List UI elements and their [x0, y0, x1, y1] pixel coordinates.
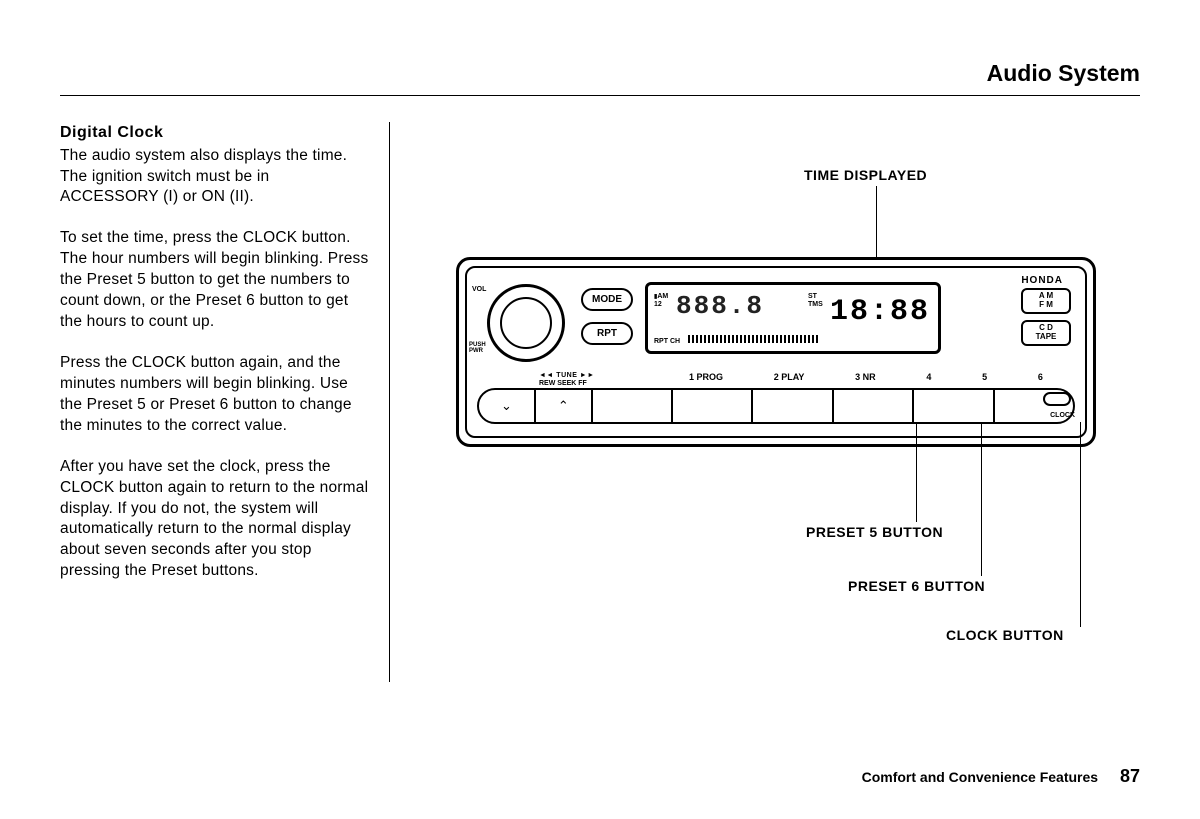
- brand-label: HONDA: [1021, 275, 1063, 286]
- callout-clock: CLOCK BUTTON: [946, 627, 1064, 643]
- callout-line: [981, 422, 982, 576]
- cd-tape-button[interactable]: C D TAPE: [1021, 320, 1071, 346]
- section-heading: Digital Clock: [60, 122, 371, 144]
- rpt-button[interactable]: RPT: [581, 322, 633, 345]
- preset-number-labels: 1 PROG 2 PLAY 3 NR 4 5 6: [689, 372, 1043, 382]
- preset-lbl-1: 1 PROG: [689, 372, 723, 382]
- diagram-column: TIME DISPLAYED VOL PUSH PWR MODE RPT ▮AM…: [416, 122, 1140, 682]
- lcd-frequency: 888.8: [676, 291, 764, 321]
- tune-up-button[interactable]: ⌃: [536, 390, 593, 422]
- paragraph-2: To set the time, press the CLOCK button.…: [60, 228, 371, 333]
- clock-button[interactable]: [1043, 392, 1071, 406]
- preset-lbl-3: 3 NR: [855, 372, 876, 382]
- preset-3-button[interactable]: [753, 390, 833, 422]
- preset-1-button[interactable]: [593, 390, 673, 422]
- push-pwr-label: PUSH PWR: [469, 342, 486, 354]
- tune-seek-labels: ◄◄ TUNE ►►: [539, 372, 595, 379]
- lcd-st-tms: STTMS: [808, 293, 823, 308]
- volume-knob[interactable]: [487, 284, 565, 362]
- preset-button-row: ⌄ ⌃: [477, 388, 1075, 424]
- vol-label: VOL: [472, 286, 486, 293]
- callout-time-displayed: TIME DISPLAYED: [804, 167, 927, 183]
- paragraph-1: The audio system also displays the time.…: [60, 146, 371, 209]
- text-column: Digital Clock The audio system also disp…: [60, 122, 390, 682]
- preset-lbl-4: 4: [926, 372, 931, 382]
- preset-5-button[interactable]: [914, 390, 994, 422]
- mode-button[interactable]: MODE: [581, 288, 633, 311]
- preset-2-button[interactable]: [673, 390, 753, 422]
- car-radio-faceplate: VOL PUSH PWR MODE RPT ▮AM 12 888.8 STTMS: [456, 257, 1096, 447]
- callout-line: [1080, 422, 1081, 627]
- preset-lbl-2: 2 PLAY: [774, 372, 805, 382]
- paragraph-4: After you have set the clock, press the …: [60, 457, 371, 583]
- lcd-signal-bars: [688, 335, 818, 343]
- seek-label: REW SEEK FF: [539, 380, 587, 387]
- amfm-button[interactable]: A M F M: [1021, 288, 1071, 314]
- clock-button-label: CLOCK: [1050, 412, 1075, 419]
- footer-section: Comfort and Convenience Features: [862, 769, 1099, 785]
- preset-lbl-6: 6: [1038, 372, 1043, 382]
- callout-preset6: PRESET 6 BUTTON: [848, 578, 985, 594]
- lcd-clock-time: 18:88: [830, 295, 930, 329]
- lcd-am-indicator: ▮AM 12: [654, 293, 668, 308]
- preset-lbl-5: 5: [982, 372, 987, 382]
- lcd-display: ▮AM 12 888.8 STTMS 18:88 RPT CH: [645, 282, 941, 354]
- page-title: Audio System: [60, 60, 1140, 96]
- callout-line: [916, 422, 917, 522]
- page-footer: Comfort and Convenience Features 87: [862, 766, 1140, 787]
- preset-4-button[interactable]: [834, 390, 914, 422]
- page-number: 87: [1120, 766, 1140, 786]
- paragraph-3: Press the CLOCK button again, and the mi…: [60, 353, 371, 437]
- callout-preset5: PRESET 5 BUTTON: [806, 524, 943, 540]
- tune-label: ◄◄ TUNE ►►: [539, 372, 595, 379]
- tune-down-button[interactable]: ⌄: [479, 390, 536, 422]
- lcd-rpt-ch: RPT CH: [654, 338, 680, 345]
